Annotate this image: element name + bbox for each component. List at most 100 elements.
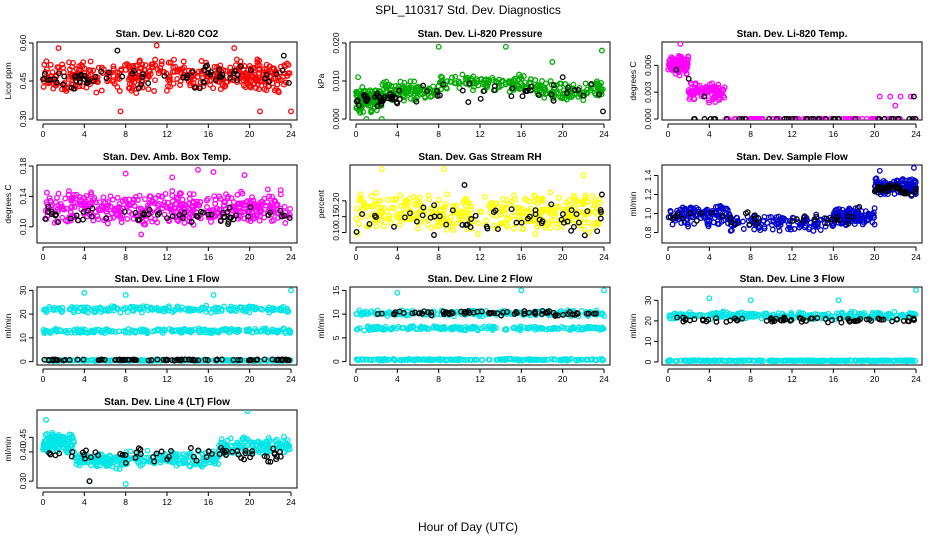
data-point: [289, 288, 294, 293]
x-tick-label: 20: [870, 129, 880, 139]
data-point: [898, 94, 903, 99]
data-point: [182, 221, 187, 226]
data-point: [81, 217, 86, 222]
data-series: [666, 42, 918, 122]
x-tick-label: 0: [666, 129, 671, 139]
data-point: [398, 193, 403, 198]
data-point: [601, 109, 606, 114]
data-point: [581, 173, 586, 178]
x-tick-label: 20: [558, 252, 568, 262]
x-tick-label: 0: [41, 129, 46, 139]
data-series: [41, 288, 293, 363]
y-tick-label: 1.4: [643, 169, 653, 181]
data-point: [257, 218, 262, 223]
data-point: [235, 193, 240, 198]
x-tick-label: 12: [787, 252, 797, 262]
data-point: [583, 81, 588, 86]
x-tick-label: 8: [748, 374, 753, 384]
data-point: [429, 226, 434, 231]
y-tick-label: 15: [331, 285, 341, 295]
x-tick-label: 16: [517, 374, 527, 384]
data-point: [380, 219, 385, 224]
data-point: [466, 100, 471, 105]
y-tick-label: 20: [18, 309, 28, 319]
data-point: [94, 90, 99, 95]
data-points: [354, 45, 605, 122]
x-tick-label: 4: [707, 129, 712, 139]
data-point: [364, 117, 369, 122]
x-tick-label: 12: [162, 374, 172, 384]
x-tick-label: 24: [911, 129, 921, 139]
y-tick-label: 0: [331, 359, 341, 364]
data-point: [509, 94, 514, 99]
y-tick-label: 0.10: [331, 224, 341, 241]
data-point: [380, 117, 385, 122]
data-point: [818, 228, 823, 233]
plot-frame: [662, 42, 922, 120]
data-point: [412, 202, 417, 207]
data-point: [143, 197, 148, 202]
data-point: [205, 205, 210, 210]
data-point: [557, 196, 562, 201]
y-tick-label: 30: [643, 295, 653, 305]
x-tick-label: 20: [245, 374, 255, 384]
data-point: [416, 226, 421, 231]
data-point: [115, 196, 120, 201]
data-points: [354, 288, 606, 363]
data-point: [146, 81, 151, 86]
data-point: [392, 225, 397, 230]
data-point: [686, 77, 691, 82]
y-tick-label: 10: [18, 333, 28, 343]
data-point: [437, 197, 442, 202]
x-tick-label: 16: [517, 129, 527, 139]
data-point: [561, 212, 566, 217]
data-point: [436, 45, 441, 50]
x-tick-label: 20: [245, 129, 255, 139]
data-point: [118, 89, 123, 94]
x-tick-label: 24: [599, 252, 609, 262]
x-tick-label: 0: [41, 252, 46, 262]
data-point: [512, 227, 517, 232]
x-tick-label: 0: [354, 374, 359, 384]
data-point: [504, 45, 509, 50]
data-point: [228, 65, 233, 70]
data-point: [106, 221, 111, 226]
x-tick-label: 24: [599, 129, 609, 139]
x-tick-label: 16: [204, 252, 214, 262]
data-point: [181, 59, 186, 64]
data-point: [355, 206, 360, 211]
data-point: [154, 43, 159, 48]
x-tick-label: 24: [286, 374, 296, 384]
data-point: [476, 232, 481, 237]
data-point: [234, 63, 239, 68]
x-tick-label: 16: [829, 374, 839, 384]
x-tick-label: 16: [204, 374, 214, 384]
data-point: [374, 191, 379, 196]
data-point: [462, 183, 467, 188]
data-points: [666, 166, 918, 234]
y-tick-label: 5: [331, 335, 341, 340]
data-point: [101, 195, 106, 200]
data-point: [196, 168, 201, 173]
x-tick-label: 4: [395, 129, 400, 139]
data-point: [581, 98, 586, 103]
data-point: [125, 217, 130, 222]
data-point: [123, 171, 128, 176]
data-point: [153, 78, 158, 83]
x-tick-label: 12: [475, 129, 485, 139]
data-point: [170, 189, 175, 194]
data-series: [354, 288, 606, 363]
x-tick-label: 16: [829, 252, 839, 262]
x-tick-label: 4: [395, 252, 400, 262]
x-tick-label: 16: [204, 129, 214, 139]
y-axis-label: ml/min: [628, 191, 638, 216]
figure-title: SPL_110317 Std. Dev. Diagnostics: [375, 3, 561, 17]
data-point: [356, 75, 361, 80]
y-tick-label: 0.14: [18, 188, 28, 205]
y-axis-label: ml/min: [628, 313, 638, 338]
data-point: [483, 195, 488, 200]
data-point: [209, 220, 214, 225]
panel-title: Stan. Dev. Amb. Box Temp.: [103, 152, 231, 163]
